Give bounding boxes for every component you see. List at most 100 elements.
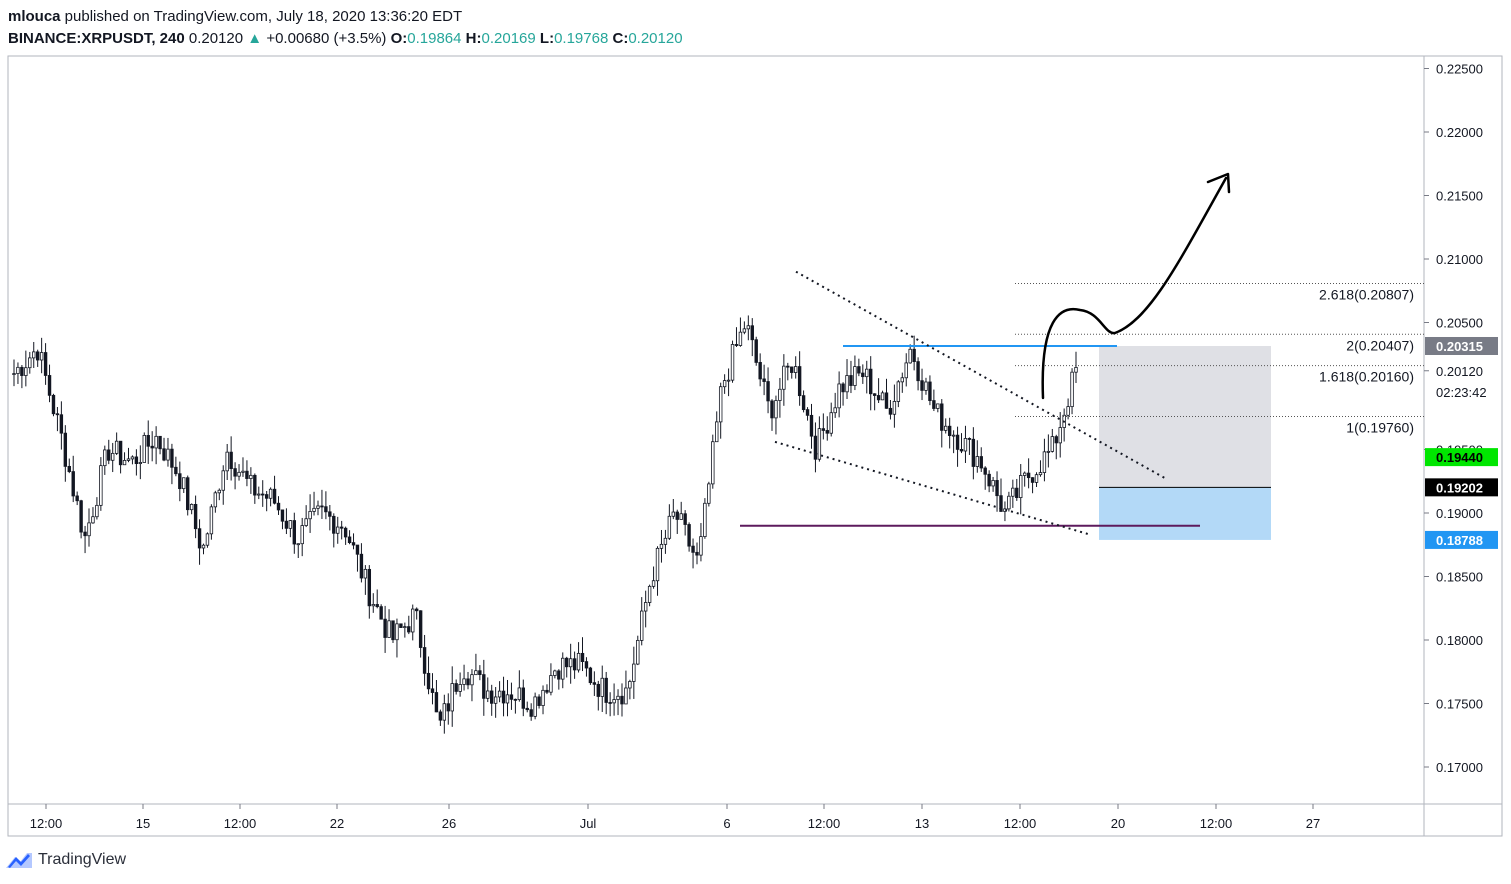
candle-body [182,477,186,490]
candle-body [940,403,944,431]
candle-body [711,441,715,485]
candle-body [276,502,281,511]
candle-body [110,452,115,461]
price-badge-label: 0.19202 [1436,480,1483,495]
candle-body [517,687,522,701]
candle-body [154,435,158,449]
candle-body [592,682,597,685]
candle-body [632,663,636,682]
candle-body [497,690,502,698]
candle-body [466,678,470,686]
candle-body [450,683,454,712]
candle-body [233,468,237,477]
candle-body [999,495,1003,512]
symbol-label[interactable]: BINANCE:XRPUSDT, 240 [8,30,185,47]
time-tick-label: 12:00 [224,816,257,831]
candle-body [253,474,257,496]
candle-body [284,520,289,529]
candle-body [35,351,40,361]
candle-body [426,672,431,690]
candle-body [916,361,920,382]
candle-body [87,522,91,537]
candle-body [12,373,16,375]
high-label: H: [465,30,482,47]
candle-body [193,503,198,530]
candle-body [387,620,391,638]
candle-body [91,516,95,524]
candle-body [572,658,577,671]
candle-body [967,438,972,440]
candle-body [932,400,936,409]
candle-body [264,494,269,499]
candle-body [900,377,904,383]
candle-body [521,687,525,709]
candle-body [600,677,604,697]
candle-body [829,412,833,434]
candle-body [103,449,107,467]
candle-body [766,381,770,402]
publish-line: mlouca published on TradingView.com, Jul… [8,6,683,28]
candle-body [280,509,285,522]
candle-body [501,690,506,704]
candle-body [1034,474,1039,483]
author-name[interactable]: mlouca [8,8,61,25]
price-badge [1425,530,1498,549]
tradingview-logo-icon[interactable] [6,851,32,869]
candle-body [813,435,818,460]
candle-body [174,466,178,475]
candle-body [1007,495,1011,510]
candle-body [640,610,644,641]
price-axis[interactable]: 0.22500 0.22000 0.21500 0.21000 0.20500 0.201… [1424,62,1498,776]
target-zone [1099,345,1271,488]
time-axis[interactable]: 12:00 15 12:00 22 26 Jul 6 12:00 13 12:00 20 12:00 2… [30,804,1321,831]
candle-body [924,381,928,391]
candle-body [336,526,340,534]
candle-body [118,440,123,466]
time-tick-label: 6 [723,816,730,831]
candle-body [837,383,841,409]
candle-body [142,435,146,463]
candle-body [971,438,976,467]
candle-body [541,689,545,706]
candle-body [730,344,735,381]
candle-body [584,661,589,669]
candle-body [675,511,679,520]
up-arrow-icon: ▲ [247,30,263,47]
candle-body [651,580,656,587]
candle-body [746,325,751,330]
candle-body [217,489,221,494]
candle-body [797,366,802,397]
candle-body [537,696,541,706]
candle-body [876,395,881,401]
candle-body [872,393,877,396]
candle-body [561,657,565,680]
candle-body [774,400,778,419]
price-tick-label: 0.20500 [1436,316,1483,331]
candle-body [928,381,932,401]
candle-body [955,434,960,450]
candle-body [241,470,245,473]
candle-body [908,348,912,364]
candle-body [896,381,901,402]
candle-body [114,440,119,454]
candle-body [525,707,529,711]
candle-body [1011,487,1015,497]
candle-body [71,471,75,497]
candle-body [95,504,99,518]
candle-body [853,366,857,386]
candle-body [395,623,399,641]
arrow-head-icon [1206,172,1231,194]
candle-body [170,448,174,468]
last-price: 0.20120 [188,30,244,47]
candle-body [438,711,443,721]
tradingview-brand[interactable]: TradingView [38,851,127,868]
overlay-layer: 2.618(0.20807) 2(0.20407) 1.618(0.20160) 1(… [740,172,1424,536]
price-tick-label: 0.17000 [1436,760,1483,775]
candle-body [343,527,348,538]
candle-body [687,524,691,547]
time-tick-label: 12:00 [1200,816,1233,831]
candle-body [79,500,83,533]
candle-body [1070,371,1074,408]
candle-body [355,544,360,555]
